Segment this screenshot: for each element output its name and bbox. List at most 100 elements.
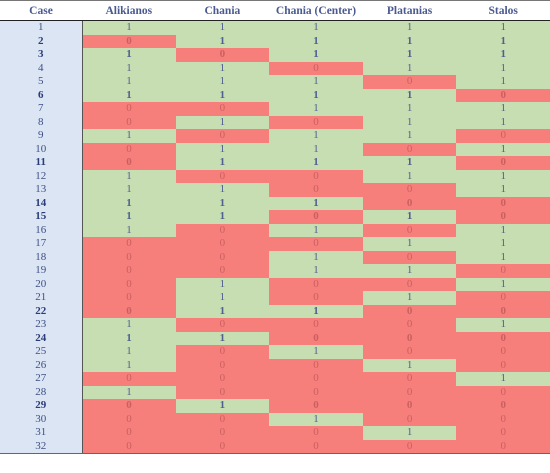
- case-number-cell: 18: [0, 250, 83, 264]
- status-cell: 1: [82, 331, 176, 345]
- status-cell: 1: [82, 223, 176, 237]
- status-cell: 0: [269, 318, 363, 332]
- status-cell: 1: [456, 318, 550, 332]
- status-cell: 1: [175, 196, 270, 210]
- case-number-cell: 30: [0, 412, 83, 426]
- status-cell: 1: [362, 115, 457, 129]
- status-cell: 1: [82, 129, 176, 143]
- header-case: Case: [0, 0, 82, 21]
- status-cell: 1: [362, 129, 457, 143]
- header-platanias: Platanias: [362, 0, 457, 21]
- status-cell: 0: [175, 426, 270, 440]
- case-number-cell: 12: [0, 169, 83, 183]
- status-cell: 1: [456, 372, 550, 386]
- status-cell: 1: [269, 156, 363, 170]
- status-cell: 1: [456, 102, 550, 116]
- status-cell: 0: [175, 48, 270, 62]
- status-cell: 1: [82, 48, 176, 62]
- status-cell: 0: [269, 385, 363, 399]
- status-cell: 1: [175, 277, 270, 291]
- status-cell: 1: [82, 385, 176, 399]
- status-cell: 0: [269, 331, 363, 345]
- case-number-cell: 10: [0, 142, 83, 156]
- status-cell: 0: [362, 196, 457, 210]
- table-row: 24 1 1 0 0 0: [0, 331, 550, 345]
- status-cell: 1: [362, 358, 457, 372]
- status-cell: 1: [269, 223, 363, 237]
- status-cell: 1: [175, 34, 270, 48]
- status-cell: 0: [175, 237, 270, 251]
- case-number-cell: 22: [0, 304, 83, 318]
- table-row: 13 1 1 0 0 1: [0, 183, 550, 197]
- status-cell: 1: [175, 291, 270, 305]
- case-number-cell: 31: [0, 426, 83, 440]
- status-cell: 1: [362, 102, 457, 116]
- case-number-cell: 9: [0, 129, 83, 143]
- status-cell: 1: [456, 61, 550, 75]
- status-cell: 1: [362, 48, 457, 62]
- table-row: 27 0 0 0 0 1: [0, 372, 550, 386]
- status-cell: 1: [175, 331, 270, 345]
- status-cell: 1: [362, 264, 457, 278]
- table-row: 21 0 1 0 1 0: [0, 291, 550, 305]
- status-cell: 1: [175, 399, 270, 413]
- status-cell: 1: [362, 34, 457, 48]
- status-cell: 1: [269, 20, 363, 35]
- status-cell: 0: [362, 399, 457, 413]
- table-row: 28 1 0 0 0 0: [0, 385, 550, 399]
- status-cell: 0: [269, 358, 363, 372]
- table-row: 11 0 1 1 1 0: [0, 156, 550, 170]
- status-cell: 0: [362, 439, 457, 454]
- status-cell: 1: [269, 412, 363, 426]
- status-cell: 1: [269, 196, 363, 210]
- status-cell: 1: [82, 318, 176, 332]
- status-cell: 1: [362, 169, 457, 183]
- status-cell: 1: [82, 88, 176, 102]
- status-cell: 1: [269, 34, 363, 48]
- case-number-cell: 7: [0, 102, 83, 116]
- status-cell: 0: [175, 223, 270, 237]
- status-cell: 0: [82, 102, 176, 116]
- status-cell: 0: [456, 156, 550, 170]
- table-row: 25 1 0 1 0 0: [0, 345, 550, 359]
- case-number-cell: 5: [0, 75, 83, 89]
- status-cell: 0: [362, 75, 457, 89]
- status-cell: 0: [362, 250, 457, 264]
- status-cell: 1: [82, 169, 176, 183]
- status-cell: 1: [269, 345, 363, 359]
- status-cell: 0: [82, 372, 176, 386]
- table-row: 29 0 1 0 0 0: [0, 399, 550, 413]
- case-number-cell: 19: [0, 264, 83, 278]
- status-cell: 1: [175, 304, 270, 318]
- status-cell: 0: [269, 237, 363, 251]
- status-cell: 0: [269, 439, 363, 454]
- table-row: 31 0 0 0 1 0: [0, 426, 550, 440]
- status-cell: 0: [82, 250, 176, 264]
- table-row: 16 1 0 1 0 1: [0, 223, 550, 237]
- status-cell: 1: [269, 102, 363, 116]
- status-cell: 0: [362, 183, 457, 197]
- case-number-cell: 3: [0, 48, 83, 62]
- status-cell: 0: [82, 142, 176, 156]
- status-cell: 1: [456, 75, 550, 89]
- status-cell: 0: [456, 264, 550, 278]
- table-row: 18 0 0 1 0 1: [0, 250, 550, 264]
- status-cell: 0: [456, 412, 550, 426]
- case-number-cell: 11: [0, 156, 83, 170]
- status-cell: 1: [269, 75, 363, 89]
- case-number-cell: 28: [0, 385, 83, 399]
- status-cell: 1: [82, 345, 176, 359]
- status-cell: 0: [82, 237, 176, 251]
- header-chania-center: Chania (Center): [269, 0, 363, 21]
- table-row: 30 0 0 1 0 0: [0, 412, 550, 426]
- status-cell: 0: [269, 210, 363, 224]
- status-cell: 0: [82, 426, 176, 440]
- status-cell: 0: [456, 385, 550, 399]
- status-cell: 0: [175, 439, 270, 454]
- status-cell: 1: [269, 304, 363, 318]
- case-number-cell: 27: [0, 372, 83, 386]
